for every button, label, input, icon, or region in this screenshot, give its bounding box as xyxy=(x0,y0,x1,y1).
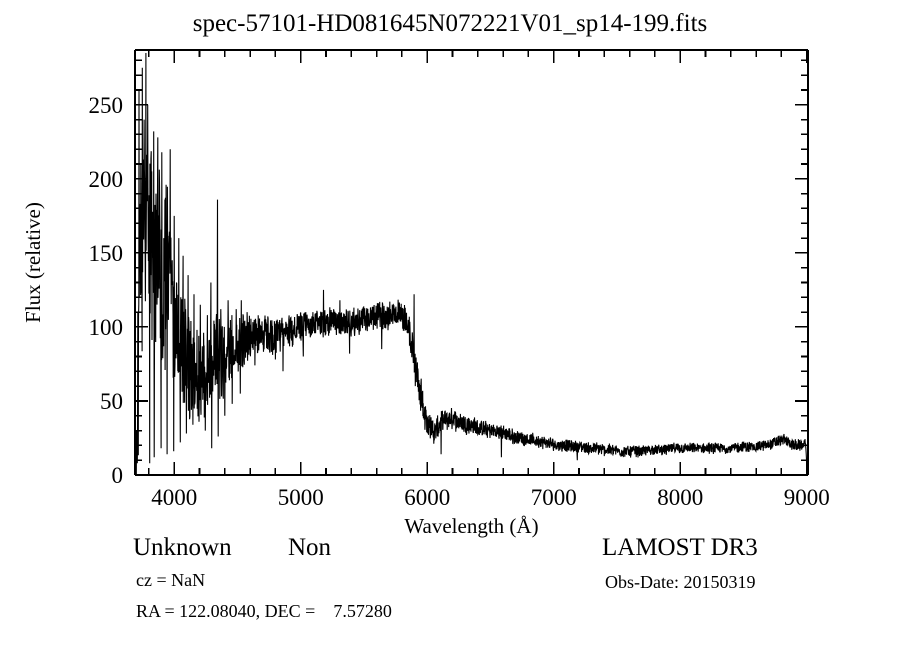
svg-text:9000: 9000 xyxy=(784,485,830,510)
svg-text:6000: 6000 xyxy=(404,485,450,510)
svg-text:4000: 4000 xyxy=(151,485,197,510)
object-class-label: Non xyxy=(288,534,332,561)
page-title: spec-57101-HD081645N072221V01_sp14-199.f… xyxy=(192,10,708,37)
svg-text:8000: 8000 xyxy=(657,485,703,510)
svg-text:200: 200 xyxy=(89,167,124,192)
svg-text:250: 250 xyxy=(89,93,124,118)
svg-text:50: 50 xyxy=(100,389,123,414)
svg-text:100: 100 xyxy=(89,315,124,340)
svg-text:Wavelength (Å): Wavelength (Å) xyxy=(404,514,538,538)
survey-release-label: LAMOST DR3 xyxy=(602,534,758,561)
coordinates-label: RA = 122.08040, DEC = 7.57280 xyxy=(136,601,392,621)
svg-text:0: 0 xyxy=(112,463,124,488)
svg-text:7000: 7000 xyxy=(531,485,577,510)
object-name-label: Unknown xyxy=(133,534,232,561)
svg-text:150: 150 xyxy=(89,241,124,266)
svg-text:Flux (relative): Flux (relative) xyxy=(21,202,45,323)
redshift-velocity-label: cz = NaN xyxy=(136,570,206,590)
observation-date-label: Obs-Date: 20150319 xyxy=(605,572,756,592)
spectrum-trace xyxy=(135,52,808,475)
svg-text:5000: 5000 xyxy=(278,485,324,510)
